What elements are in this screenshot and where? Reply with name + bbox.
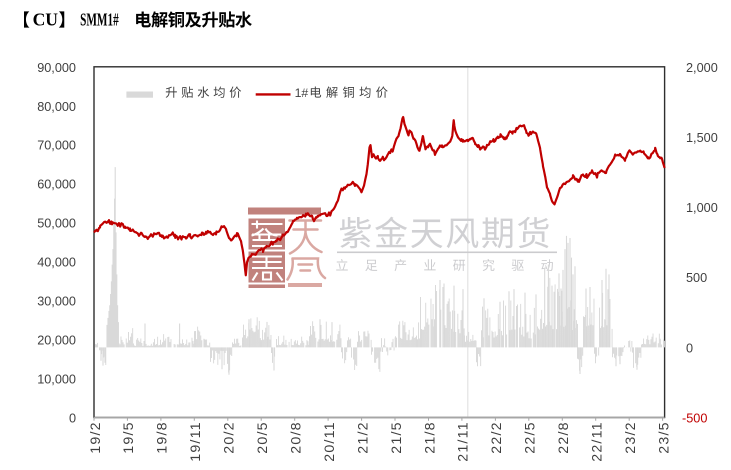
svg-text:19/2: 19/2 bbox=[88, 421, 104, 453]
svg-text:-500: -500 bbox=[682, 412, 707, 426]
svg-text:80,000: 80,000 bbox=[37, 100, 76, 114]
svg-text:22/8: 22/8 bbox=[556, 421, 572, 453]
svg-text:21/2: 21/2 bbox=[355, 421, 371, 453]
svg-text:500: 500 bbox=[686, 271, 707, 285]
svg-text:2,000: 2,000 bbox=[686, 61, 718, 75]
svg-text:20,000: 20,000 bbox=[37, 334, 76, 348]
svg-text:40,000: 40,000 bbox=[37, 256, 76, 270]
svg-text:90,000: 90,000 bbox=[37, 61, 76, 75]
svg-text:1,000: 1,000 bbox=[686, 201, 718, 215]
svg-text:20/11: 20/11 bbox=[322, 421, 338, 461]
svg-text:21/5: 21/5 bbox=[389, 421, 405, 453]
svg-text:SMM1#: SMM1# bbox=[80, 10, 119, 30]
svg-text:21/8: 21/8 bbox=[422, 421, 438, 453]
svg-text:10,000: 10,000 bbox=[37, 373, 76, 387]
svg-text:60,000: 60,000 bbox=[37, 178, 76, 192]
svg-text:20/2: 20/2 bbox=[222, 421, 238, 453]
svg-text:23/2: 23/2 bbox=[623, 421, 639, 453]
svg-text:20/5: 20/5 bbox=[255, 421, 271, 453]
svg-text:50,000: 50,000 bbox=[37, 217, 76, 231]
svg-text:23/5: 23/5 bbox=[656, 421, 672, 453]
svg-text:1#: 1# bbox=[295, 86, 309, 100]
svg-text:30,000: 30,000 bbox=[37, 295, 76, 309]
svg-text:22/11: 22/11 bbox=[590, 421, 606, 461]
svg-text:1,500: 1,500 bbox=[686, 131, 718, 145]
svg-text:19/8: 19/8 bbox=[155, 421, 171, 453]
svg-text:22/5: 22/5 bbox=[523, 421, 539, 453]
svg-text:70,000: 70,000 bbox=[37, 139, 76, 153]
svg-text:19/11: 19/11 bbox=[188, 421, 204, 461]
svg-text:19/5: 19/5 bbox=[121, 421, 137, 453]
svg-text:21/11: 21/11 bbox=[456, 421, 472, 461]
svg-text:20/8: 20/8 bbox=[289, 421, 305, 453]
svg-text:0: 0 bbox=[69, 412, 76, 426]
svg-text:CU: CU bbox=[33, 10, 59, 30]
svg-text:0: 0 bbox=[686, 341, 693, 355]
svg-text:22/2: 22/2 bbox=[489, 421, 505, 453]
